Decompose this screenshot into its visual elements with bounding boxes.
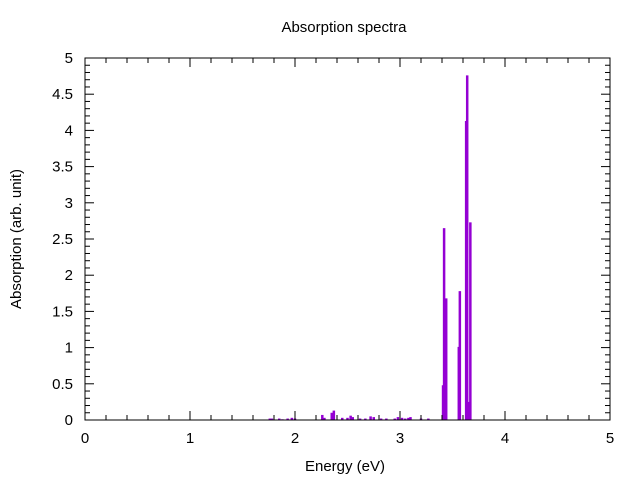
x-axis-label: Energy (eV): [305, 458, 385, 475]
absorption-bar: [330, 412, 333, 420]
absorption-bar: [407, 417, 410, 420]
absorption-bar: [323, 417, 326, 420]
absorption-bar: [346, 417, 349, 420]
absorption-bar: [321, 414, 324, 420]
x-tick-label: 1: [186, 430, 194, 447]
y-tick-label: 3.5: [52, 159, 73, 176]
y-tick-label: 2.5: [52, 231, 73, 248]
absorption-bar: [364, 418, 367, 420]
y-tick-label: 1.5: [52, 303, 73, 320]
y-tick-label: 0.5: [52, 376, 73, 393]
absorption-bar: [349, 415, 352, 420]
y-tick-label: 2: [65, 267, 73, 284]
absorption-bar: [270, 418, 274, 420]
absorption-bar: [278, 418, 281, 420]
bar-layer: [268, 75, 472, 421]
y-tick-label: 3: [65, 195, 73, 212]
y-tick-label: 0: [65, 412, 73, 429]
absorption-bar: [332, 410, 336, 420]
absorption-bar: [444, 298, 448, 420]
absorption-bar: [467, 401, 470, 420]
x-tick-label: 2: [291, 430, 299, 447]
absorption-bar: [400, 417, 404, 420]
absorption-bar: [385, 418, 388, 420]
absorption-bar: [393, 418, 396, 420]
absorption-bar: [427, 418, 430, 420]
absorption-bar: [341, 417, 344, 420]
absorption-bar: [469, 222, 472, 420]
absorption-bar: [290, 417, 294, 420]
absorption-bar: [286, 418, 289, 420]
absorption-bar: [351, 417, 354, 420]
absorption-bar: [379, 418, 383, 420]
absorption-bar: [458, 291, 462, 420]
absorption-bar: [396, 417, 400, 420]
absorption-bar: [404, 418, 407, 420]
absorption-bar: [372, 417, 375, 420]
y-tick-label: 1: [65, 340, 73, 357]
absorption-bar: [442, 228, 446, 420]
absorption-bar: [465, 75, 469, 420]
plot-frame: [84, 57, 611, 421]
absorption-bar: [268, 418, 272, 420]
tick-layer: 0 1 2 3 4 5 0 0.5 1 1.5 2 2.5 3 3.5 4 4.5 5: [52, 50, 614, 447]
y-tick-label: 4.5: [52, 86, 73, 103]
chart-title: Absorption spectra: [281, 19, 407, 36]
x-tick-label: 0: [81, 430, 89, 447]
x-tick-label: 4: [501, 430, 509, 447]
y-axis-label: Absorption (arb. unit): [8, 169, 25, 309]
x-tick-label: 3: [396, 430, 404, 447]
absorption-bar: [409, 417, 412, 420]
absorption-bar: [358, 418, 362, 420]
absorption-bar: [369, 416, 372, 420]
x-tick-label: 5: [606, 430, 614, 447]
y-tick-label: 4: [65, 122, 73, 139]
y-tick-label: 5: [65, 50, 73, 67]
